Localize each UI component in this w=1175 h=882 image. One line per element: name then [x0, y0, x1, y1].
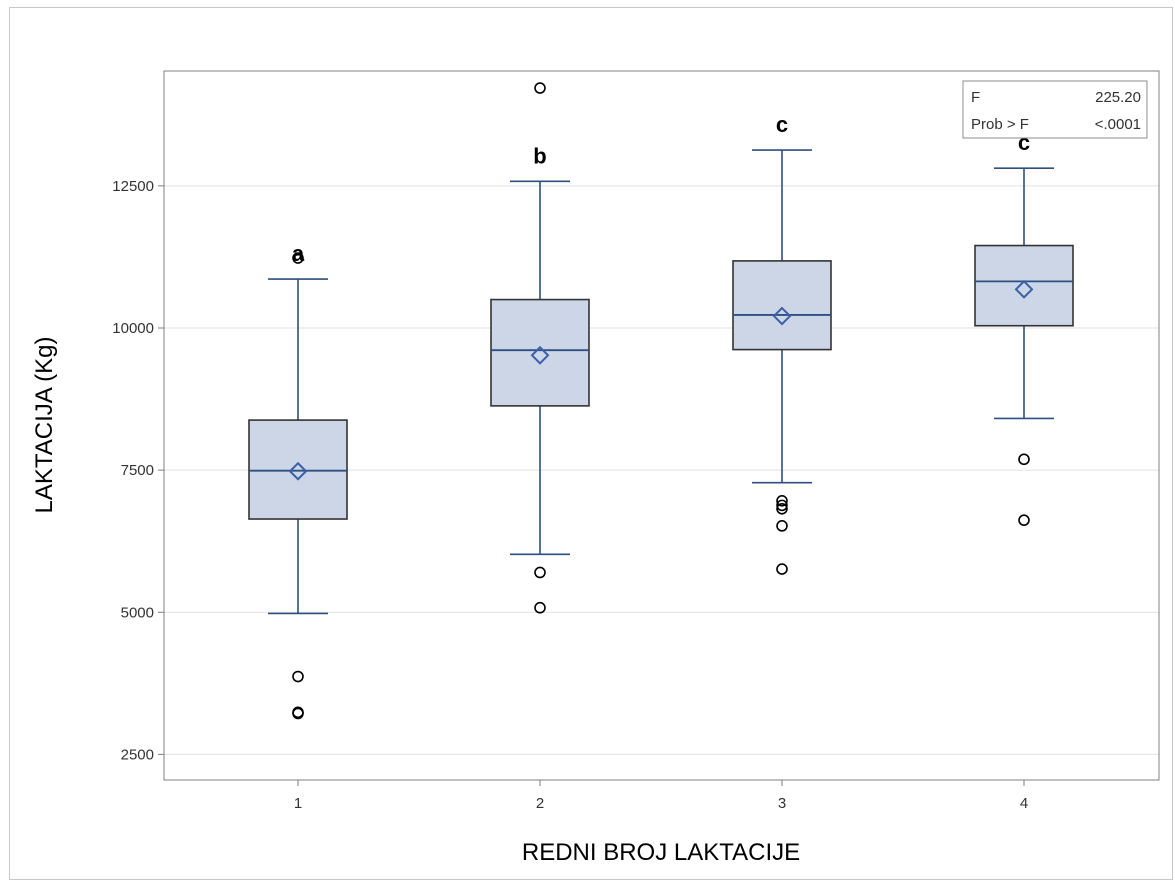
mean-marker	[288, 461, 308, 481]
outlier-point	[534, 82, 546, 94]
box-group: c	[974, 130, 1074, 526]
box-group: a	[248, 241, 348, 720]
outlier-point	[292, 252, 304, 264]
x-tick-label: 2	[536, 795, 544, 812]
outlier-point	[776, 499, 788, 512]
mean-marker	[530, 345, 550, 365]
outlier-point	[292, 707, 304, 720]
x-axis-title: REDNI BROJ LAKTACIJE	[522, 839, 800, 866]
outlier-point	[1018, 514, 1030, 526]
y-axis: 2500 5000 7500 10000 12500	[112, 178, 164, 763]
box	[974, 244, 1074, 327]
x-tick-label: 3	[778, 795, 786, 812]
box	[490, 298, 590, 407]
boxes: a b c c	[248, 82, 1074, 720]
x-tick-label: 1	[294, 795, 302, 812]
plot-area	[163, 70, 1160, 781]
box-group: b	[490, 82, 590, 614]
x-tick-label: 4	[1020, 795, 1028, 812]
inset-prob-value: <.0001	[1095, 116, 1141, 133]
box-group: c	[732, 112, 832, 575]
group-letter: c	[776, 112, 788, 137]
inset-border	[962, 80, 1148, 139]
outlier-point	[776, 563, 788, 575]
inset-f-label: F	[971, 89, 980, 106]
inset-f-value: 225.20	[1095, 89, 1141, 106]
y-tick-label: 2500	[121, 746, 154, 763]
outlier-point	[776, 495, 788, 507]
y-tick-label: 5000	[121, 604, 154, 621]
chart-frame	[9, 7, 1173, 880]
outlier-point	[776, 502, 788, 515]
outlier-point	[534, 566, 546, 579]
y-tick-label: 12500	[112, 178, 154, 195]
group-letter: b	[533, 143, 546, 168]
mean-marker	[1014, 279, 1034, 299]
outlier-point	[1018, 453, 1030, 466]
y-axis-title: LAKTACIJA (Kg)	[31, 337, 58, 514]
statistics-inset: F 225.20 Prob > F <.0001	[962, 80, 1148, 139]
box	[248, 419, 348, 520]
y-tick-label: 7500	[121, 462, 154, 479]
outlier-point	[534, 601, 546, 614]
mean-marker	[772, 306, 792, 326]
x-axis: 1 2 3 4	[294, 780, 1028, 812]
outlier-point	[776, 520, 788, 532]
box	[732, 260, 832, 351]
group-letter: a	[292, 241, 305, 266]
inset-prob-label: Prob > F	[971, 116, 1029, 133]
outlier-point	[292, 670, 304, 683]
y-tick-label: 10000	[112, 320, 154, 337]
